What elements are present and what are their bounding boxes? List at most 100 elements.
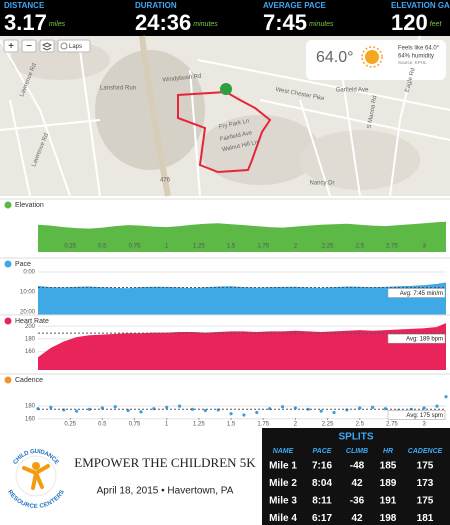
x-tick-label: 0.25 bbox=[64, 244, 76, 250]
area-fill bbox=[38, 222, 446, 252]
splits-title: SPLITS bbox=[338, 432, 373, 443]
x-tick-label: 0.25 bbox=[64, 422, 76, 428]
splits-cell: 175 bbox=[417, 461, 434, 472]
map-label: Windybush Rd bbox=[162, 74, 201, 84]
map-label: Lansford Run bbox=[100, 86, 136, 92]
splits-cell: -48 bbox=[350, 461, 365, 472]
point bbox=[87, 407, 92, 411]
x-tick-label: 3 bbox=[422, 244, 426, 250]
stat: 24:36 minutes bbox=[135, 10, 218, 35]
splits-cell: Mile 3 bbox=[269, 496, 297, 507]
x-tick-label: 1.25 bbox=[193, 244, 205, 250]
x-tick-label: 2.25 bbox=[322, 422, 334, 428]
x-tick-label: 1 bbox=[165, 244, 169, 250]
temperature: 64.0° bbox=[316, 49, 354, 66]
point bbox=[177, 404, 182, 408]
y-tick-label: 180 bbox=[25, 404, 36, 410]
splits-cell: 173 bbox=[417, 478, 434, 489]
area-fill bbox=[38, 323, 446, 370]
x-tick-label: 1.25 bbox=[193, 422, 205, 428]
chart-icon bbox=[4, 317, 12, 325]
x-tick-label: 1.75 bbox=[257, 244, 269, 250]
humidity: 64% humidity bbox=[398, 54, 434, 60]
chart-icon bbox=[4, 376, 12, 384]
area-fill bbox=[38, 283, 446, 315]
stat-value: 24:36 bbox=[135, 10, 191, 35]
terrain bbox=[200, 115, 320, 185]
x-tick-label: 2.75 bbox=[386, 244, 398, 250]
splits-cell: 42 bbox=[351, 478, 363, 489]
splits-cell: 7:16 bbox=[312, 461, 332, 472]
y-tick-label: 10:00 bbox=[20, 290, 36, 296]
chart-title: Pace bbox=[15, 261, 31, 268]
splits-cell: 6:17 bbox=[312, 513, 332, 524]
point bbox=[371, 405, 375, 410]
point bbox=[280, 405, 285, 409]
y-tick-label: 0:00 bbox=[23, 270, 35, 276]
splits-cell: 42 bbox=[351, 513, 363, 524]
chart-title: Elevation bbox=[15, 202, 44, 209]
sun-rays bbox=[361, 46, 383, 68]
point bbox=[255, 410, 259, 415]
splits-cell: 181 bbox=[417, 513, 434, 524]
point bbox=[319, 409, 323, 413]
y-tick-label: 160 bbox=[25, 349, 36, 355]
feels-like: Feels like 64.0° bbox=[398, 46, 440, 52]
chart-title: Heart Rate bbox=[15, 318, 49, 325]
stat: 120 feet bbox=[391, 10, 442, 35]
splits-header: CLIMB bbox=[346, 448, 368, 455]
zoom-out-button[interactable] bbox=[21, 39, 37, 53]
x-tick-label: 2.25 bbox=[322, 244, 334, 250]
zoom-in: + bbox=[8, 41, 14, 52]
highway bbox=[139, 35, 171, 197]
avg-label: Avg: 175 spm bbox=[406, 413, 443, 419]
laps-toggle[interactable] bbox=[57, 39, 91, 53]
laps-checkbox[interactable] bbox=[60, 42, 68, 50]
sun-icon bbox=[365, 50, 379, 64]
splits-cell: 8:04 bbox=[312, 478, 332, 489]
stat-unit: feet bbox=[430, 21, 443, 28]
layers-icon bbox=[41, 42, 53, 51]
splits-cell: 185 bbox=[380, 461, 397, 472]
x-tick-label: 2.5 bbox=[356, 422, 365, 428]
splits-header: CADENCE bbox=[408, 448, 443, 455]
y-tick-label: 200 bbox=[25, 324, 36, 330]
stat-label: DISTANCE bbox=[4, 1, 45, 10]
logo-figure bbox=[22, 464, 50, 490]
zoom-in-button[interactable] bbox=[3, 39, 19, 53]
splits-cell: Mile 2 bbox=[269, 478, 297, 489]
point bbox=[165, 405, 169, 410]
map-label: S Manoa Rd bbox=[367, 95, 379, 129]
point bbox=[444, 395, 448, 399]
map: + − Laps 64.0° Feels like 64.0° 64% humi… bbox=[0, 35, 450, 197]
layers-button[interactable] bbox=[39, 39, 55, 53]
stat-unit: minutes bbox=[193, 21, 218, 28]
splits-cell: 175 bbox=[417, 496, 434, 507]
y-tick-label: 160 bbox=[25, 416, 36, 422]
start-pin bbox=[220, 83, 232, 95]
stats-bar bbox=[0, 0, 450, 36]
zoom-out: − bbox=[26, 41, 32, 52]
x-tick-label: 1.5 bbox=[227, 422, 236, 428]
avg-label-bg bbox=[387, 288, 446, 298]
stat: 7:45 minutes bbox=[263, 10, 334, 35]
chart-icon bbox=[4, 201, 12, 209]
stat-unit: miles bbox=[49, 21, 66, 28]
point bbox=[190, 407, 195, 411]
point bbox=[75, 409, 79, 413]
avg-label: Avg: 7:45 min/m bbox=[400, 291, 443, 297]
map-label: Nancy Dr bbox=[309, 181, 334, 187]
splits-panel bbox=[262, 428, 450, 525]
splits-cell: 8:11 bbox=[312, 496, 332, 507]
stat-label: DURATION bbox=[135, 1, 177, 10]
route bbox=[177, 90, 272, 174]
x-tick-label: 1 bbox=[165, 422, 169, 428]
splits-header: PACE bbox=[313, 448, 332, 455]
event-details: April 18, 2015 • Havertown, PA bbox=[97, 486, 234, 497]
splits-cell: -36 bbox=[350, 496, 365, 507]
x-tick-label: 1.75 bbox=[257, 422, 269, 428]
x-tick-label: 0.5 bbox=[98, 244, 107, 250]
chart-icon bbox=[4, 260, 12, 268]
splits-cell: Mile 1 bbox=[269, 461, 297, 472]
